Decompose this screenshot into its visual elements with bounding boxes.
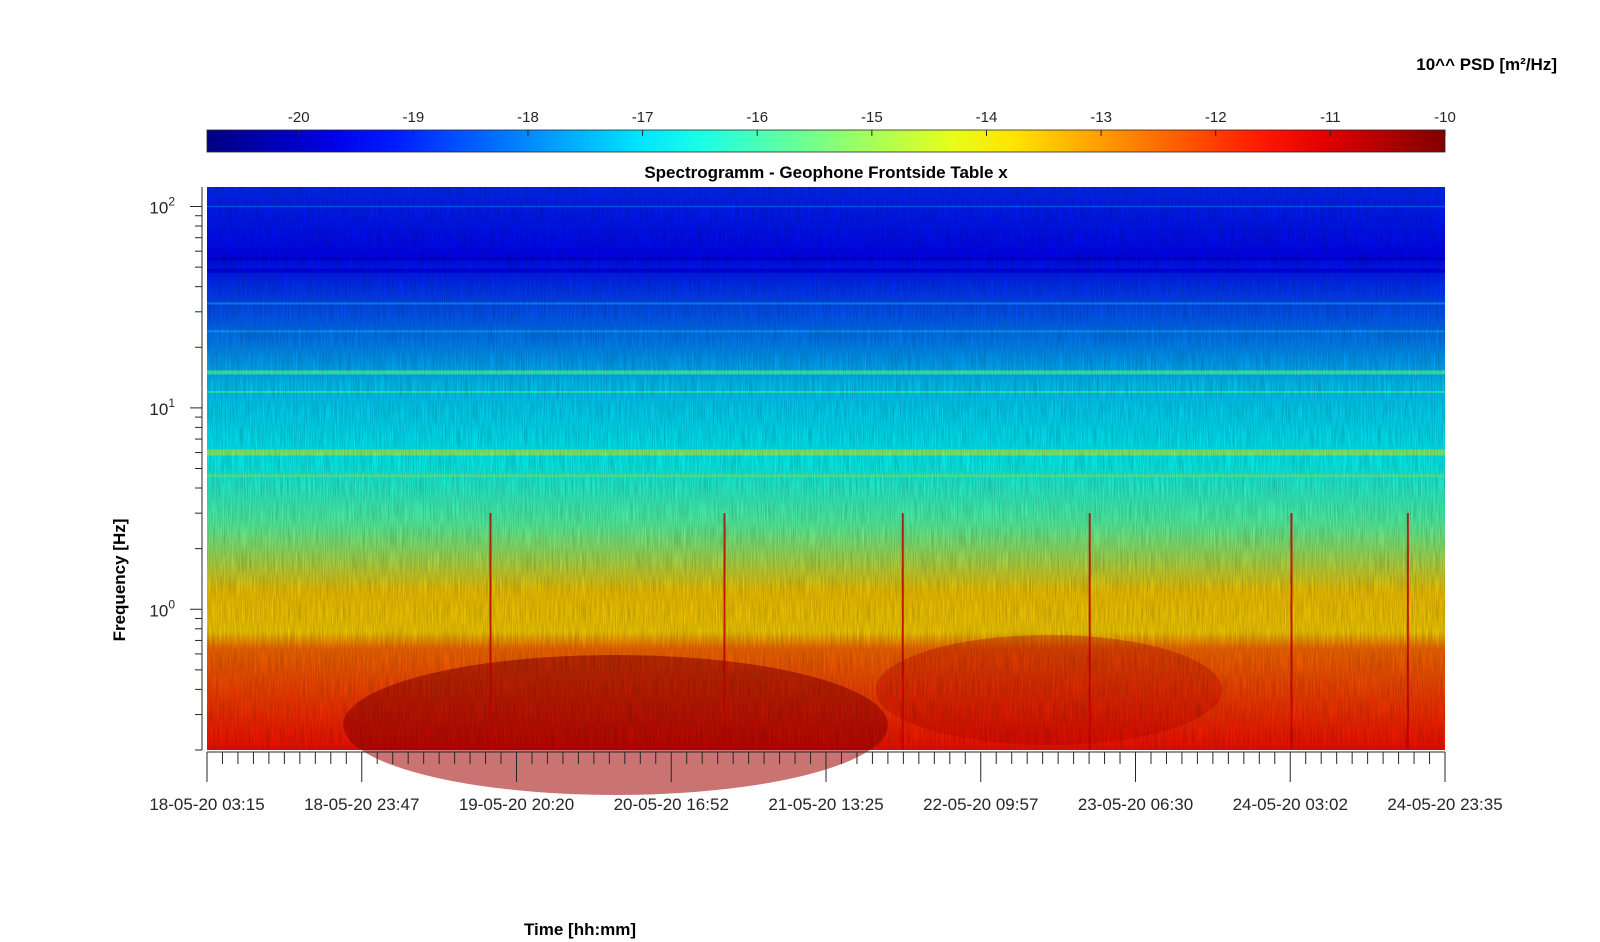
y-tick-label: 102 — [149, 195, 175, 218]
colorbar-tick-label: -12 — [1205, 109, 1227, 126]
colorbar-tick-label: -10 — [1434, 109, 1456, 126]
x-tick-label: 23-05-20 06:30 — [1078, 795, 1193, 814]
x-axis-label: Time [hh:mm] — [524, 920, 636, 939]
colorbar-tick-label: -15 — [861, 109, 883, 126]
colorbar-tick-label: -18 — [517, 109, 539, 126]
chart-title: Spectrogramm - Geophone Frontside Table … — [644, 163, 1008, 182]
x-tick-label: 24-05-20 03:02 — [1233, 795, 1348, 814]
colorbar-tick-label: -13 — [1090, 109, 1112, 126]
colorbar: 10^^ PSD [m²/Hz] -20 -19 -18 -17 -16 -15 -14 -1… — [206, 55, 1557, 153]
colorbar-tick-label: -16 — [746, 109, 768, 126]
colorbar-tick-label: -14 — [976, 109, 998, 126]
x-tick-label: 18-05-20 03:15 — [149, 795, 264, 814]
x-axis: 18-05-20 03:15 18-05-20 23:47 19-05-20 20:… — [149, 751, 1503, 814]
colorbar-ticks: -20 -19 -18 -17 -16 -15 -14 -13 -12 -11 -10 — [288, 109, 1456, 136]
colorbar-tick-label: -11 — [1320, 109, 1341, 126]
colorbar-tick-label: -17 — [632, 109, 654, 126]
colorbar-tick-label: -20 — [288, 109, 310, 126]
x-tick-label: 21-05-20 13:25 — [768, 795, 883, 814]
y-tick-label: 100 — [149, 597, 175, 620]
colorbar-tick-label: -19 — [402, 109, 424, 126]
colorbar-label: 10^^ PSD [m²/Hz] — [1416, 55, 1557, 74]
x-tick-label: 24-05-20 23:35 — [1387, 795, 1502, 814]
colorbar-strip — [206, 129, 1446, 153]
heatmap-noise — [207, 187, 1445, 750]
y-tick-label: 101 — [149, 396, 175, 419]
x-tick-label: 22-05-20 09:57 — [923, 795, 1038, 814]
y-axis-label: Frequency [Hz] — [110, 519, 129, 642]
y-axis: 100 101 102 — [149, 187, 203, 751]
x-tick-label: 19-05-20 20:20 — [459, 795, 574, 814]
plot-area — [207, 187, 1445, 795]
x-tick-label: 20-05-20 16:52 — [614, 795, 729, 814]
x-tick-label: 18-05-20 23:47 — [304, 795, 419, 814]
